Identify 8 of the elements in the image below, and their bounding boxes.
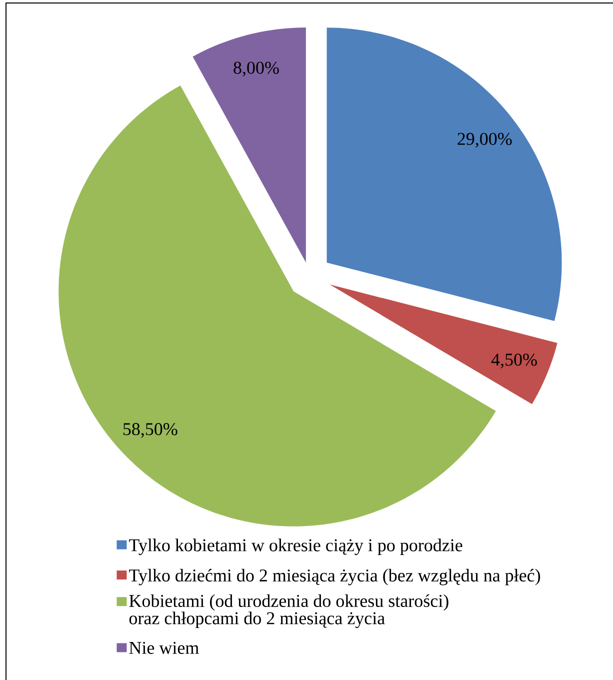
data-label: 4,50% [491,354,537,368]
legend-label: Tylko dziećmi do 2 miesiąca życia (bez względu na płeć) [129,568,540,586]
data-label: 8,00% [234,62,279,76]
data-label: 58,50% [123,423,178,438]
legend-label: Kobietami (od urodzenia do okresu starości) oraz chłopcami do 2 miesiąca życia [129,594,448,628]
legend-label: Tylko kobietami w okresie ciąży i po porodzie [129,538,462,556]
data-label: 29,00% [458,132,512,148]
legend-label: Nie wiem [129,642,199,654]
